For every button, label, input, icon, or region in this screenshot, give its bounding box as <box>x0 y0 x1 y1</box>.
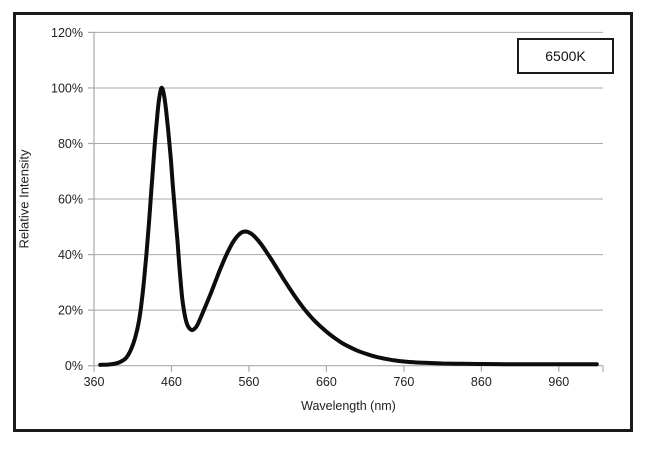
legend-box: 6500K <box>517 38 614 74</box>
chart-frame <box>13 12 633 432</box>
y-tick-label: 100% <box>51 81 83 95</box>
legend-label: 6500K <box>545 48 586 64</box>
x-tick-label: 560 <box>239 375 260 389</box>
series-group <box>98 85 599 367</box>
axis-tick-labels: 0% 20% 40% 60% 80% 100% 120% 360 460 560 660 760 860… <box>51 26 569 389</box>
x-tick-label: 360 <box>84 375 105 389</box>
x-axis-title: Wavelength (nm) <box>301 399 396 413</box>
x-tick-label: 760 <box>393 375 414 389</box>
y-tick-label: 0% <box>65 359 83 373</box>
y-tick-label: 120% <box>51 26 83 40</box>
x-tick-label: 860 <box>471 375 492 389</box>
axis-ticks <box>88 31 604 372</box>
spectrum-curve-6500k <box>98 85 599 367</box>
y-tick-label: 60% <box>58 193 83 207</box>
y-tick-label: 80% <box>58 137 83 151</box>
y-tick-label: 40% <box>58 248 83 262</box>
y-tick-label: 20% <box>58 304 83 318</box>
y-axis-title: Relative Intensity <box>16 149 32 249</box>
x-tick-label: 460 <box>161 375 182 389</box>
x-tick-label: 960 <box>548 375 569 389</box>
x-tick-label: 660 <box>316 375 337 389</box>
